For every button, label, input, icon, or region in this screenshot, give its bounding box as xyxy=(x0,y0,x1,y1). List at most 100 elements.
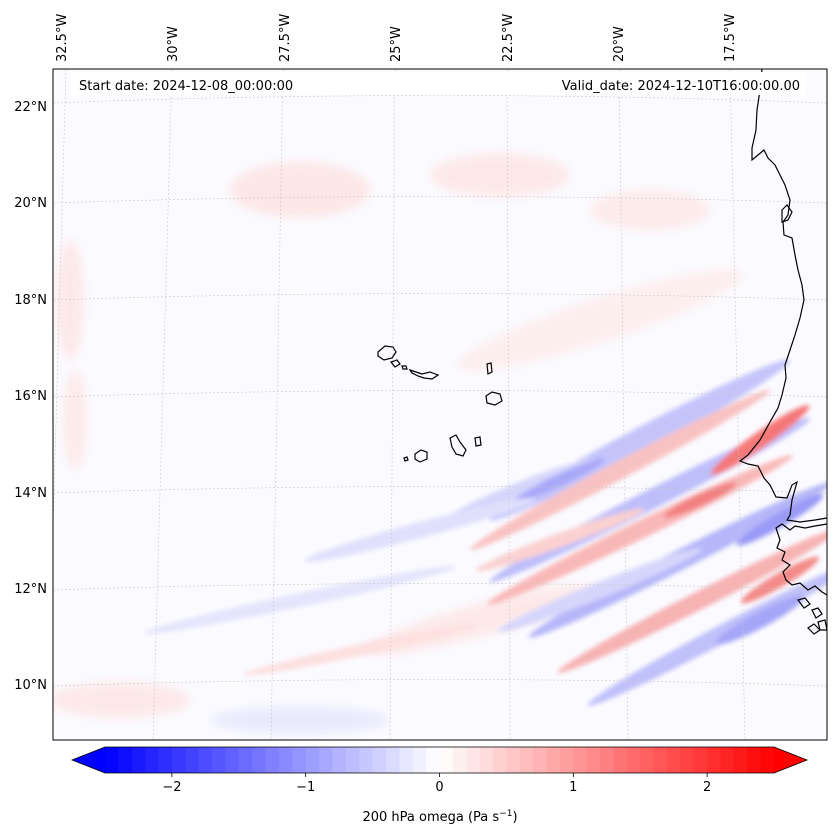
island-fogo xyxy=(414,449,428,463)
colorbar-cell xyxy=(225,747,240,773)
colorbar-cell xyxy=(519,747,534,773)
colorbar-cell xyxy=(653,747,668,773)
colorbar-extend-high xyxy=(774,747,807,773)
colorbar-cell xyxy=(680,747,695,773)
colorbar-cell xyxy=(506,747,521,773)
colorbar-cell xyxy=(666,747,681,773)
colorbar-cell xyxy=(720,747,735,773)
colorbar-cell xyxy=(278,747,293,773)
header-band xyxy=(71,72,806,95)
colorbar-cell xyxy=(385,747,400,773)
colorbar-cell xyxy=(212,747,227,773)
colorbar-cell xyxy=(426,747,441,773)
colorbar-cell xyxy=(332,747,347,773)
colorbar-outline xyxy=(70,746,809,774)
colorbar-cell xyxy=(359,747,374,773)
lat-label: 14°N xyxy=(14,486,47,501)
colorbar-cell xyxy=(131,747,146,773)
lon-label: 20°W xyxy=(612,26,627,62)
colorbar-cell xyxy=(238,747,253,773)
map-panel: Start date: 2024-12-08_00:00:00 Valid_da… xyxy=(53,69,827,740)
colorbar-cell xyxy=(399,747,414,773)
colorbar-cell xyxy=(493,747,507,773)
colorbar-cell xyxy=(319,747,334,773)
colorbar-tick-label: 2 xyxy=(703,780,711,795)
lon-labels: 32.5°W 30°W 27.5°W 25°W 22.5°W 20°W 17.5… xyxy=(55,14,738,62)
colorbar-cell xyxy=(145,747,160,773)
senegal-islands xyxy=(781,204,793,223)
colorbar-cell xyxy=(105,747,119,773)
colorbar-cell xyxy=(412,747,427,773)
lat-label: 12°N xyxy=(14,582,47,597)
colorbar-cell xyxy=(747,747,762,773)
lat-label: 22°N xyxy=(14,100,47,115)
bijagos-islands xyxy=(796,597,827,635)
colorbar-cell xyxy=(600,747,615,773)
lat-labels: 22°N 20°N 18°N 16°N 14°N 12°N 10°N xyxy=(14,100,47,693)
lon-label: 22.5°W xyxy=(501,14,516,62)
africa-coast xyxy=(738,69,827,523)
colorbar-cell xyxy=(693,747,708,773)
guinea-coast xyxy=(775,523,827,596)
lon-label: 17.5°W xyxy=(723,14,738,62)
colorbar-cell xyxy=(626,747,641,773)
valid-date: Valid_date: 2024-12-10T16:00:00.00 xyxy=(562,79,800,94)
colorbar-cell xyxy=(439,747,454,773)
colorbar-extend-low xyxy=(72,747,105,773)
colorbar-cell xyxy=(171,747,186,773)
colorbar: −2 −1 0 1 2 200 hPa omega (Pa s−1) xyxy=(70,746,809,825)
colorbar-cell xyxy=(158,747,173,773)
colorbar-tick-label: −1 xyxy=(296,780,315,795)
lon-label: 25°W xyxy=(389,26,404,62)
omega-field xyxy=(53,153,827,734)
lon-label: 32.5°W xyxy=(55,14,70,62)
colorbar-cell xyxy=(613,747,628,773)
island-santo-antao xyxy=(377,345,397,361)
island-sao-nicolau xyxy=(408,368,440,380)
lat-label: 20°N xyxy=(14,196,47,211)
colorbar-cell xyxy=(573,747,588,773)
colorbar-cell xyxy=(707,747,722,773)
start-date: Start date: 2024-12-08_00:00:00 xyxy=(79,79,293,94)
lon-label: 30°W xyxy=(166,26,181,62)
colorbar-cell xyxy=(198,747,213,773)
colorbar-tick-label: 0 xyxy=(435,780,443,795)
colorbar-tick-label: 1 xyxy=(569,780,577,795)
colorbar-tick-label: −2 xyxy=(162,780,181,795)
colorbar-cell xyxy=(760,747,775,773)
lat-label: 10°N xyxy=(14,678,47,693)
colorbar-cell xyxy=(372,747,387,773)
colorbar-cells xyxy=(105,747,775,773)
colorbar-cell xyxy=(345,747,360,773)
colorbar-cell xyxy=(559,747,574,773)
colorbar-ticks: −2 −1 0 1 2 xyxy=(162,773,711,795)
colorbar-cell xyxy=(118,747,133,773)
coastline xyxy=(377,69,827,635)
island-santa-luzia xyxy=(401,365,408,370)
colorbar-cell xyxy=(586,747,601,773)
colorbar-cell xyxy=(533,747,548,773)
colorbar-cell xyxy=(640,747,655,773)
colorbar-label: 200 hPa omega (Pa s−1) xyxy=(362,809,517,825)
island-maio xyxy=(474,436,482,447)
colorbar-cell xyxy=(733,747,748,773)
colorbar-cell xyxy=(479,747,494,773)
colorbar-cell xyxy=(252,747,267,773)
colorbar-cell xyxy=(305,747,320,773)
island-boa-vista xyxy=(485,391,503,406)
map-frame xyxy=(52,68,828,741)
lon-label: 27.5°W xyxy=(278,14,293,62)
colorbar-cell xyxy=(466,747,481,773)
colorbar-cell xyxy=(546,747,561,773)
island-sal xyxy=(486,362,493,375)
colorbar-cell xyxy=(265,747,280,773)
colorbar-cell xyxy=(292,747,307,773)
colorbar-cell xyxy=(185,747,200,773)
lat-label: 16°N xyxy=(14,389,47,404)
colorbar-cell xyxy=(452,747,467,773)
lat-label: 18°N xyxy=(14,293,47,308)
island-santiago xyxy=(449,434,467,457)
island-brava xyxy=(403,456,409,462)
island-sao-vicente xyxy=(389,359,401,368)
